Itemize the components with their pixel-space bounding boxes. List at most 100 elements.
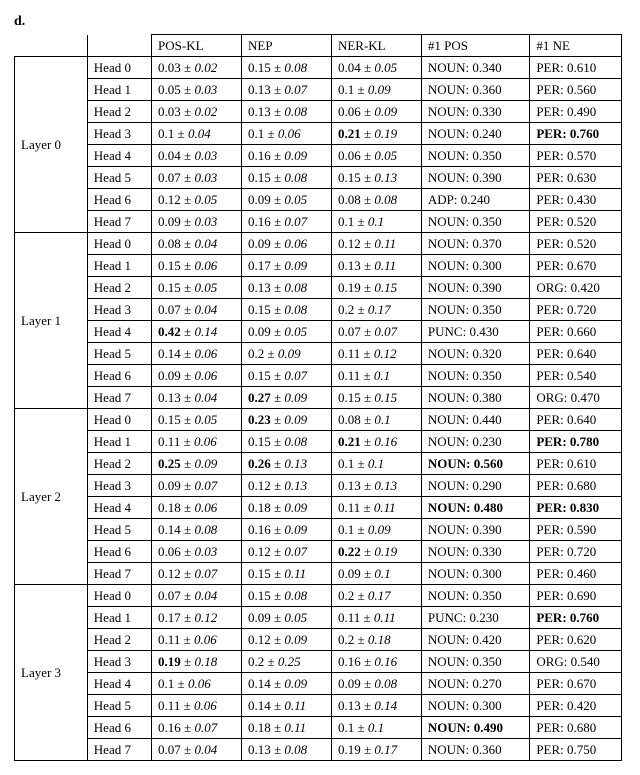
nerkl-value: 0.2 ± 0.17 [331,299,421,321]
nep-value: 0.13 ± 0.08 [242,101,332,123]
nerkl-value: 0.1 ± 0.09 [331,519,421,541]
pos-value: PUNC: 0.430 [421,321,529,343]
nep-value: 0.16 ± 0.09 [242,519,332,541]
head-label: Head 6 [87,717,151,739]
head-label: Head 1 [87,255,151,277]
nerkl-value: 0.21 ± 0.16 [331,431,421,453]
table-row: Head 30.07 ± 0.040.15 ± 0.080.2 ± 0.17NO… [15,299,622,321]
nerkl-value: 0.08 ± 0.1 [331,409,421,431]
nerkl-value: 0.08 ± 0.08 [331,189,421,211]
pos-value: NOUN: 0.390 [421,519,529,541]
nep-value: 0.09 ± 0.05 [242,189,332,211]
header-blank-head [87,35,151,57]
table-row: Head 40.1 ± 0.060.14 ± 0.090.09 ± 0.08NO… [15,673,622,695]
table-row: Head 30.1 ± 0.040.1 ± 0.060.21 ± 0.19NOU… [15,123,622,145]
nep-value: 0.12 ± 0.09 [242,629,332,651]
section-label: d. [14,14,626,30]
pos-value: NOUN: 0.350 [421,211,529,233]
nerkl-value: 0.13 ± 0.14 [331,695,421,717]
table-row: Head 60.12 ± 0.050.09 ± 0.050.08 ± 0.08A… [15,189,622,211]
pos-value: NOUN: 0.560 [421,453,529,475]
ne-value: PER: 0.560 [530,79,622,101]
pos-value: NOUN: 0.350 [421,585,529,607]
head-label: Head 5 [87,695,151,717]
head-label: Head 0 [87,233,151,255]
head-label: Head 1 [87,79,151,101]
pos-value: ADP: 0.240 [421,189,529,211]
poskl-value: 0.18 ± 0.06 [152,497,242,519]
table-row: Head 40.42 ± 0.140.09 ± 0.050.07 ± 0.07P… [15,321,622,343]
ne-value: PER: 0.720 [530,541,622,563]
poskl-value: 0.08 ± 0.04 [152,233,242,255]
head-label: Head 2 [87,277,151,299]
poskl-value: 0.42 ± 0.14 [152,321,242,343]
table-body: Layer 0Head 00.03 ± 0.020.15 ± 0.080.04 … [15,57,622,761]
head-label: Head 5 [87,519,151,541]
poskl-value: 0.03 ± 0.02 [152,57,242,79]
nep-value: 0.12 ± 0.13 [242,475,332,497]
ne-value: PER: 0.680 [530,717,622,739]
ne-value: PER: 0.460 [530,563,622,585]
ne-value: PER: 0.780 [530,431,622,453]
head-label: Head 1 [87,607,151,629]
table-row: Head 70.13 ± 0.040.27 ± 0.090.15 ± 0.15N… [15,387,622,409]
nep-value: 0.26 ± 0.13 [242,453,332,475]
poskl-value: 0.19 ± 0.18 [152,651,242,673]
poskl-value: 0.12 ± 0.07 [152,563,242,585]
pos-value: NOUN: 0.420 [421,629,529,651]
nep-value: 0.2 ± 0.09 [242,343,332,365]
pos-value: NOUN: 0.350 [421,365,529,387]
nerkl-value: 0.15 ± 0.13 [331,167,421,189]
nerkl-value: 0.04 ± 0.05 [331,57,421,79]
nerkl-value: 0.06 ± 0.09 [331,101,421,123]
ne-value: PER: 0.680 [530,475,622,497]
header-nep: NEP [242,35,332,57]
nerkl-value: 0.19 ± 0.15 [331,277,421,299]
nerkl-value: 0.12 ± 0.11 [331,233,421,255]
nerkl-value: 0.13 ± 0.11 [331,255,421,277]
pos-value: NOUN: 0.340 [421,57,529,79]
poskl-value: 0.15 ± 0.05 [152,409,242,431]
ne-value: ORG: 0.420 [530,277,622,299]
nep-value: 0.16 ± 0.09 [242,145,332,167]
head-label: Head 7 [87,563,151,585]
nerkl-value: 0.11 ± 0.1 [331,365,421,387]
nep-value: 0.13 ± 0.08 [242,277,332,299]
poskl-value: 0.1 ± 0.06 [152,673,242,695]
head-label: Head 6 [87,541,151,563]
nerkl-value: 0.06 ± 0.05 [331,145,421,167]
nep-value: 0.18 ± 0.09 [242,497,332,519]
table-row: Head 50.14 ± 0.060.2 ± 0.090.11 ± 0.12NO… [15,343,622,365]
nerkl-value: 0.1 ± 0.1 [331,211,421,233]
nep-value: 0.16 ± 0.07 [242,211,332,233]
nerkl-value: 0.1 ± 0.1 [331,453,421,475]
poskl-value: 0.07 ± 0.04 [152,299,242,321]
nerkl-value: 0.2 ± 0.18 [331,629,421,651]
table-row: Head 60.16 ± 0.070.18 ± 0.110.1 ± 0.1NOU… [15,717,622,739]
head-label: Head 0 [87,57,151,79]
table-row: Head 50.14 ± 0.080.16 ± 0.090.1 ± 0.09NO… [15,519,622,541]
pos-value: NOUN: 0.370 [421,233,529,255]
pos-value: NOUN: 0.230 [421,431,529,453]
ne-value: PER: 0.430 [530,189,622,211]
head-label: Head 2 [87,453,151,475]
head-label: Head 4 [87,321,151,343]
ne-value: PER: 0.420 [530,695,622,717]
head-label: Head 5 [87,167,151,189]
head-label: Head 3 [87,123,151,145]
layer-label: Layer 0 [15,57,88,233]
table-row: Head 30.19 ± 0.180.2 ± 0.250.16 ± 0.16NO… [15,651,622,673]
table-row: Head 10.15 ± 0.060.17 ± 0.090.13 ± 0.11N… [15,255,622,277]
ne-value: ORG: 0.470 [530,387,622,409]
poskl-value: 0.14 ± 0.06 [152,343,242,365]
poskl-value: 0.1 ± 0.04 [152,123,242,145]
header-ne1: #1 NE [530,35,622,57]
head-label: Head 3 [87,475,151,497]
ne-value: PER: 0.750 [530,739,622,761]
ne-value: PER: 0.620 [530,629,622,651]
table-row: Layer 1Head 00.08 ± 0.040.09 ± 0.060.12 … [15,233,622,255]
table-row: Head 10.11 ± 0.060.15 ± 0.080.21 ± 0.16N… [15,431,622,453]
ne-value: PER: 0.670 [530,673,622,695]
ne-value: PER: 0.610 [530,57,622,79]
pos-value: NOUN: 0.390 [421,277,529,299]
